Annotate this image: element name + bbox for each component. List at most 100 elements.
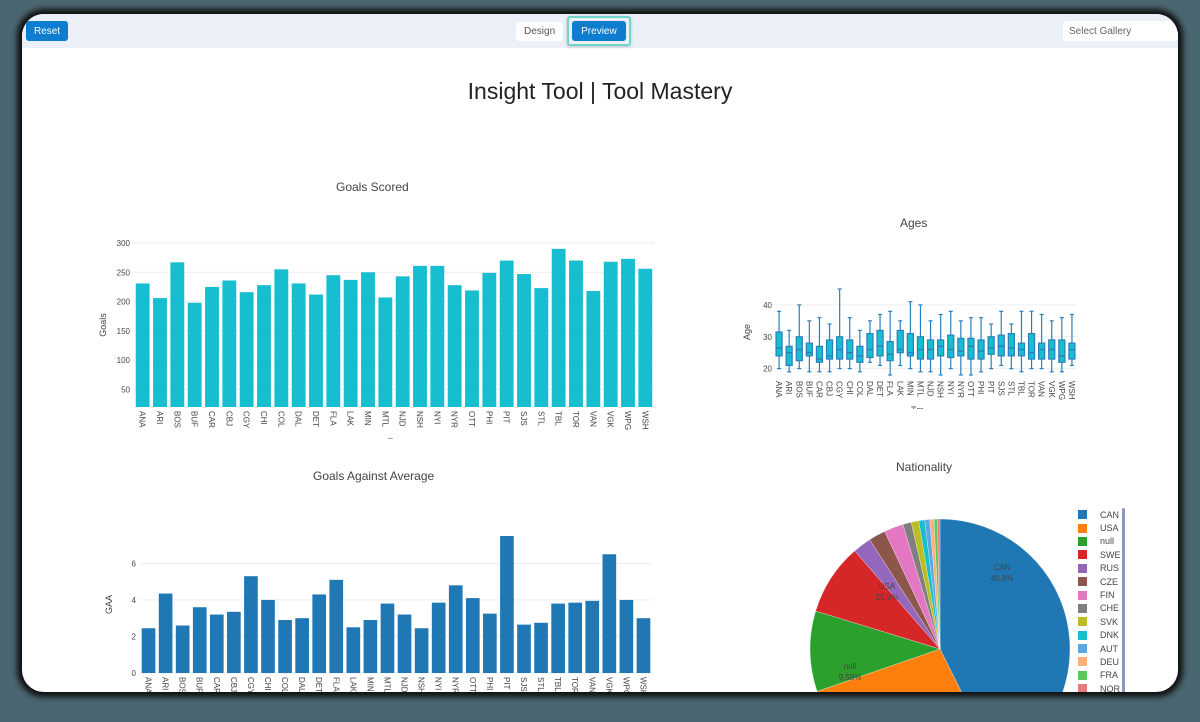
bar-TOR[interactable] xyxy=(569,260,583,407)
bar-CGY[interactable] xyxy=(244,576,258,673)
box-NSH[interactable] xyxy=(937,313,945,376)
box-COL[interactable] xyxy=(856,329,864,373)
box-CAR[interactable] xyxy=(815,317,824,373)
pie-slice-CAN[interactable] xyxy=(939,518,1071,692)
preview-button[interactable]: Preview xyxy=(572,21,626,41)
bar-NYR[interactable] xyxy=(447,285,462,407)
box-DET[interactable] xyxy=(876,313,884,367)
bar-DAL[interactable] xyxy=(295,618,309,673)
bar-SJS[interactable] xyxy=(517,624,531,673)
bar-DET[interactable] xyxy=(312,594,327,673)
bar-VGK[interactable] xyxy=(603,261,618,407)
bar-VGK[interactable] xyxy=(602,554,617,673)
legend-item-SVK[interactable]: SVK xyxy=(1078,615,1121,628)
pie-slice-USA[interactable] xyxy=(816,648,998,692)
bar-COL[interactable] xyxy=(278,620,292,673)
bar-CGY[interactable] xyxy=(239,292,254,407)
bar-STL[interactable] xyxy=(534,288,549,407)
box-BUF[interactable] xyxy=(805,320,813,373)
bar-WPG[interactable] xyxy=(619,599,634,673)
bar-MIN[interactable] xyxy=(363,620,378,673)
bar-NJD[interactable] xyxy=(395,276,410,407)
legend-item-NOR[interactable]: NOR xyxy=(1078,682,1121,692)
bar-BUF[interactable] xyxy=(187,302,202,407)
bar-FLA[interactable] xyxy=(326,275,341,407)
box-PHI[interactable] xyxy=(977,317,985,373)
box-ARI[interactable] xyxy=(785,329,793,373)
bar-ARI[interactable] xyxy=(153,298,167,407)
bar-PIT[interactable] xyxy=(500,536,514,673)
box-SJS[interactable] xyxy=(997,310,1005,367)
box-VGK[interactable] xyxy=(1048,320,1056,373)
legend-item-DNK[interactable]: DNK xyxy=(1078,629,1121,642)
legend-item-CAN[interactable]: CAN xyxy=(1078,508,1121,521)
bar-TBL[interactable] xyxy=(551,248,566,407)
box-MTL[interactable] xyxy=(916,304,925,373)
box-NYR[interactable] xyxy=(957,320,965,376)
box-LAK[interactable] xyxy=(896,320,904,367)
bar-DET[interactable] xyxy=(309,294,323,407)
bar-WSH[interactable] xyxy=(636,618,651,673)
bar-NJD[interactable] xyxy=(397,614,412,673)
gaa-chart[interactable]: 0 2 4 6 ANA ARI BOS BUF CAR CBJ CGY CHI COL DAL DET FLA… xyxy=(62,504,662,692)
pie-slice-null[interactable] xyxy=(809,610,941,692)
bar-OTT[interactable] xyxy=(465,290,479,407)
bar-FLA[interactable] xyxy=(329,579,344,673)
bar-CHI[interactable] xyxy=(261,599,275,673)
legend-item-CZE[interactable]: CZE xyxy=(1078,575,1121,588)
legend-item-FRA[interactable]: FRA xyxy=(1078,669,1121,682)
legend-item-FIN[interactable]: FIN xyxy=(1078,588,1121,601)
legend-item-null[interactable]: null xyxy=(1078,535,1121,548)
bar-PIT[interactable] xyxy=(499,260,514,407)
bar-PHI[interactable] xyxy=(482,272,497,407)
box-CGY[interactable] xyxy=(836,288,844,370)
bar-BUF[interactable] xyxy=(192,607,207,673)
bar-BOS[interactable] xyxy=(170,262,185,407)
pie-slice-NOR[interactable] xyxy=(937,518,941,650)
bar-CHI[interactable] xyxy=(257,285,271,407)
bar-CAR[interactable] xyxy=(205,286,219,407)
bar-CAR[interactable] xyxy=(209,614,224,673)
bar-NYR[interactable] xyxy=(448,585,463,673)
bar-ARI[interactable] xyxy=(158,593,173,673)
box-CBJ[interactable] xyxy=(825,323,834,373)
bar-ANA[interactable] xyxy=(141,628,156,673)
box-STL[interactable] xyxy=(1007,323,1015,370)
box-TBL[interactable] xyxy=(1017,310,1026,373)
nationality-pie-chart[interactable]: CAN 40.8% USA 25.9% null 9.58% xyxy=(782,494,1072,692)
box-TOR[interactable] xyxy=(1027,310,1036,370)
gallery-select[interactable]: Select Gallery xyxy=(1063,21,1178,41)
bar-BOS[interactable] xyxy=(175,625,190,673)
bar-OTT[interactable] xyxy=(465,598,480,673)
box-OTT[interactable] xyxy=(967,317,975,376)
legend-item-DEU[interactable]: DEU xyxy=(1078,655,1121,668)
bar-PHI[interactable] xyxy=(483,613,497,673)
box-FLA[interactable] xyxy=(886,310,894,376)
bar-ANA[interactable] xyxy=(135,283,150,407)
bar-STL[interactable] xyxy=(534,622,548,673)
legend-item-RUS[interactable]: RUS xyxy=(1078,562,1121,575)
bar-WSH[interactable] xyxy=(638,268,653,407)
bar-MTL[interactable] xyxy=(378,297,393,407)
bar-VAN[interactable] xyxy=(585,600,600,673)
box-ANA[interactable] xyxy=(775,310,783,370)
box-CHI[interactable] xyxy=(846,317,854,370)
box-NJD[interactable] xyxy=(926,320,935,373)
bar-NSH[interactable] xyxy=(414,628,429,673)
bar-NSH[interactable] xyxy=(413,265,427,407)
bar-DAL[interactable] xyxy=(291,283,306,407)
design-button[interactable]: Design xyxy=(516,21,564,41)
bar-WPG[interactable] xyxy=(621,258,635,407)
goals-scored-chart[interactable]: 50 100 150 200 250 300 ANA ARI BOS BUF CAR CBJ CGY CH… xyxy=(62,209,662,439)
bar-COL[interactable] xyxy=(274,269,289,407)
bar-NYI[interactable] xyxy=(431,602,446,673)
legend-item-SWE[interactable]: SWE xyxy=(1078,548,1121,561)
box-DAL[interactable] xyxy=(866,320,874,363)
box-BOS[interactable] xyxy=(795,304,803,370)
bar-SJS[interactable] xyxy=(517,274,531,407)
bar-VAN[interactable] xyxy=(586,291,601,407)
bar-CBJ[interactable] xyxy=(222,280,237,407)
box-WSH[interactable] xyxy=(1068,313,1076,367)
legend-item-AUT[interactable]: AUT xyxy=(1078,642,1121,655)
bar-NYI[interactable] xyxy=(430,265,445,407)
